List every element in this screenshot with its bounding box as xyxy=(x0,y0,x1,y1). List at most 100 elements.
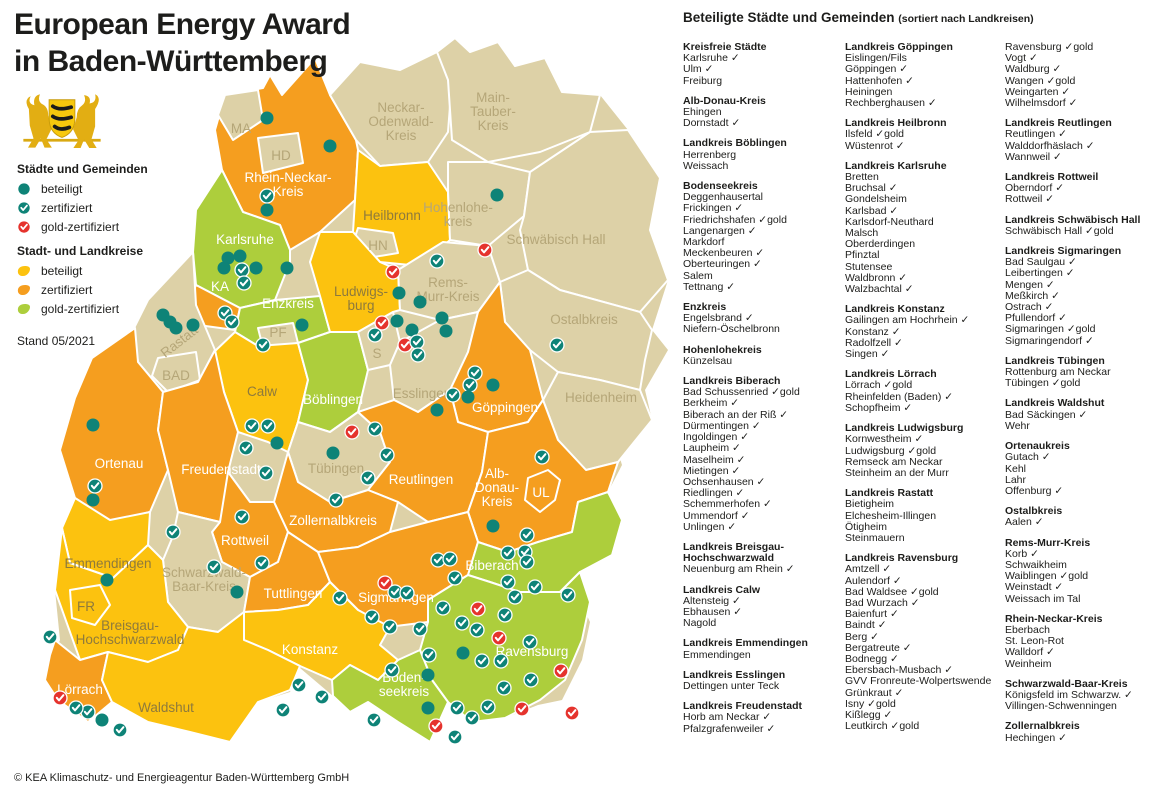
check-glyph xyxy=(390,588,400,596)
check-glyph xyxy=(363,474,373,482)
landkreis-heading: Landkreis Göppingen xyxy=(845,41,953,53)
marker-zertifiziert xyxy=(364,609,380,625)
district-reutlingen xyxy=(357,389,489,523)
district-label-pforzheim: PF xyxy=(269,325,286,340)
marker-zertifiziert xyxy=(366,712,382,728)
municipality-item: Weingarten ✓ xyxy=(1005,85,1071,98)
check-glyph xyxy=(433,556,443,564)
check-glyph xyxy=(237,513,247,521)
marker-zertifiziert xyxy=(234,262,250,278)
marker-zertifiziert xyxy=(442,551,458,567)
municipality-item: Oberndorf ✓ xyxy=(1005,182,1064,195)
municipality-item: Walldorf ✓ xyxy=(1005,646,1055,659)
check-glyph xyxy=(432,257,442,265)
landkreis-heading: Landkreis Sigmaringen xyxy=(1005,245,1122,258)
marker-gold-zertifiziert xyxy=(344,424,360,440)
municipality-item: Heiningen xyxy=(845,85,893,98)
landkreis-group: Landkreis Ludwigsburg Kornwestheim ✓ Ludwi… xyxy=(845,422,993,479)
check-glyph xyxy=(400,341,410,349)
marker-beteiligt xyxy=(486,519,500,533)
marker-zertifiziert xyxy=(260,418,276,434)
district-label-rhein-neckar-kreis: Rhein-Neckar-Kreis xyxy=(244,170,331,199)
municipality-item: Dürmentingen ✓ xyxy=(683,419,761,432)
marker-beteiligt xyxy=(260,203,274,217)
landkreis-group: Landkreis Tübingen Rottenburg am Neckar Tü… xyxy=(1005,355,1153,390)
municipality-item: Bruchsal ✓ xyxy=(845,182,898,195)
district-label-breisgau-hochschwarzwald: Breisgau-Hochschwarzwald xyxy=(76,618,185,647)
municipality-item: Wilhelmsdorf ✓ xyxy=(1005,97,1078,110)
municipality-item: Bad Schussenried ✓gold xyxy=(683,386,800,399)
check-glyph xyxy=(525,638,535,646)
check-glyph xyxy=(473,605,483,613)
marker-beteiligt xyxy=(95,713,109,727)
marker-beteiligt xyxy=(86,418,100,432)
landkreis-heading: Landkreis Biberach xyxy=(683,375,781,388)
marker-zertifiziert xyxy=(447,570,463,586)
district-label-calw: Calw xyxy=(247,384,277,399)
municipality-item: Bietigheim xyxy=(845,498,895,511)
district-main-tauber-kreis xyxy=(436,37,601,163)
check-glyph xyxy=(503,549,513,557)
marker-beteiligt xyxy=(260,111,274,125)
municipality-item: Schwaikheim xyxy=(1005,558,1067,571)
check-glyph xyxy=(537,453,547,461)
municipality-item: Weissach im Tal xyxy=(1005,592,1081,605)
municipality-item: Ebersbach-Musbach ✓ xyxy=(845,664,954,677)
legend-cities-items: beteiligt zertifiziert gold-zertifiziert xyxy=(17,182,207,234)
district-label-ortenau: Ortenau xyxy=(95,456,144,471)
marker-beteiligt xyxy=(326,446,340,460)
municipality-item: Künzelsau xyxy=(683,354,733,367)
marker-zertifiziert xyxy=(447,729,463,745)
municipality-item: Walddorfhäslach ✓ xyxy=(1005,139,1095,152)
check-glyph xyxy=(563,591,573,599)
municipality-item: Konstanz ✓ xyxy=(845,325,901,338)
municipality-item: Isny ✓gold xyxy=(845,697,896,710)
municipality-item: Vogt ✓ xyxy=(1005,52,1038,65)
check-glyph xyxy=(552,341,562,349)
landkreis-heading: Landkreis Ludwigsburg xyxy=(845,422,964,435)
municipality-item: Karlsdorf-Neuthard xyxy=(845,215,934,228)
marker-zertifiziert xyxy=(165,524,181,540)
municipality-item: Bretten xyxy=(845,171,879,184)
marker-zertifiziert xyxy=(507,589,523,605)
marker-beteiligt xyxy=(233,249,247,263)
landkreis-group: Rhein-Neckar-Kreis Eberbach St. Leon-Rot Wa… xyxy=(1005,613,1153,670)
municipality-item: Rottweil ✓ xyxy=(1005,193,1055,206)
marker-zertifiziert xyxy=(435,600,451,616)
check-glyph xyxy=(522,558,532,566)
cert-marker-icon xyxy=(18,202,30,214)
district-label-schwaebisch-hall: Schwäbisch Hall xyxy=(506,232,605,247)
marker-beteiligt xyxy=(413,295,427,309)
municipality-item: Lahr xyxy=(1005,473,1027,486)
municipality-item: Waiblingen ✓gold xyxy=(1005,570,1089,583)
check-glyph xyxy=(380,579,390,587)
landkreis-heading: Alb-Donau-Kreis xyxy=(683,94,766,107)
check-glyph xyxy=(503,578,513,586)
district-label-goeppingen: Göppingen xyxy=(472,400,538,415)
marker-zertifiziert xyxy=(549,337,565,353)
landkreis-heading: Ortenaukreis xyxy=(1005,440,1070,453)
municipality-item: GVV Fronreute-Wolpertswende xyxy=(845,675,992,688)
municipality-item: Frickingen ✓ xyxy=(683,202,744,215)
district-label-ostalbkreis: Ostalbkreis xyxy=(550,312,618,327)
check-glyph xyxy=(370,331,380,339)
legend-label: beteiligt xyxy=(41,182,83,196)
marker-zertifiziert xyxy=(384,662,400,678)
check-glyph xyxy=(209,563,219,571)
check-glyph xyxy=(258,341,268,349)
check-glyph xyxy=(257,559,267,567)
check-glyph xyxy=(387,666,397,674)
landkreis-heading: Landkreis Karlsruhe xyxy=(845,159,947,172)
municipality-item: Weissach xyxy=(683,159,729,172)
municipality-item: Tübingen ✓gold xyxy=(1005,377,1081,390)
district-label-rems-murr-kreis: Rems-Murr-Kreis xyxy=(417,275,480,304)
landkreis-heading: Landkreis Lörrach xyxy=(845,368,937,381)
landkreis-group: Landkreis Waldshut Bad Säckingen ✓ Wehr xyxy=(1005,398,1153,432)
check-glyph xyxy=(115,726,125,734)
marker-zertifiziert xyxy=(497,607,513,623)
check-glyph xyxy=(317,693,327,701)
check-glyph xyxy=(530,583,540,591)
district-label-waldshut: Waldshut xyxy=(138,700,194,715)
marker-zertifiziert xyxy=(449,700,465,716)
landkreis-group: Landkreis Konstanz Gailingen am Hochrhein… xyxy=(845,304,993,360)
